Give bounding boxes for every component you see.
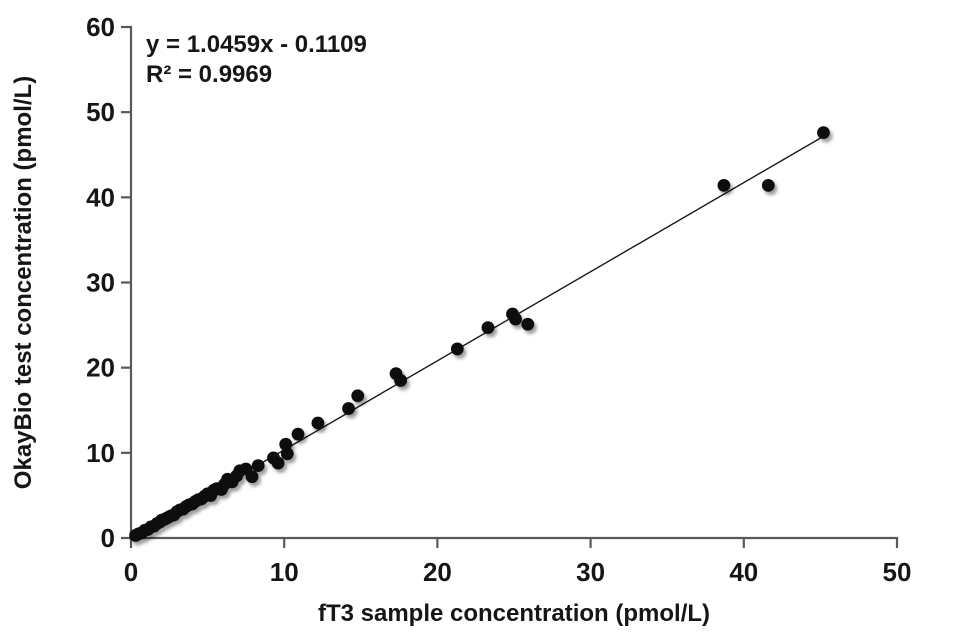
y-tick-label: 10 [86,438,115,468]
data-point [394,374,408,387]
x-tick-label: 0 [124,557,138,587]
data-point [311,416,325,430]
y-axis-title: OkayBio test concentration (pmol/L) [10,76,37,489]
tick-labels: 0 10 20 30 40 50 60 0 10 20 30 40 50 [86,12,911,587]
annotation: y = 1.0459x - 0.1109 R² = 0.9969 [146,31,367,88]
tick-marks [121,25,899,548]
equation-text: y = 1.0459x - 0.1109 [146,31,367,58]
data-points [129,126,830,542]
x-tick-label: 40 [729,557,758,587]
data-point [291,427,305,441]
y-tick-label: 20 [86,353,115,383]
r-squared-text: R² = 0.9969 [146,61,272,88]
data-point [280,447,294,461]
data-point [251,459,265,473]
data-point [761,179,775,192]
x-tick-label: 30 [576,557,605,587]
data-point [521,317,535,331]
y-tick-label: 40 [86,182,115,212]
x-axis-title: fT3 sample concentration (pmol/L) [318,600,710,627]
data-point [351,389,365,403]
y-tick-label: 60 [86,12,115,42]
data-point [717,179,731,192]
y-tick-label: 50 [86,97,115,127]
x-tick-label: 20 [423,557,452,587]
x-tick-label: 10 [270,557,299,587]
data-point [271,456,285,470]
data-point [481,321,495,335]
data-point [245,470,259,484]
data-point [450,342,464,356]
data-point [509,312,522,326]
data-point [817,126,830,140]
y-tick-label: 0 [101,523,115,553]
data-point [342,402,355,415]
y-tick-label: 30 [86,268,115,298]
x-tick-label: 50 [883,557,912,587]
